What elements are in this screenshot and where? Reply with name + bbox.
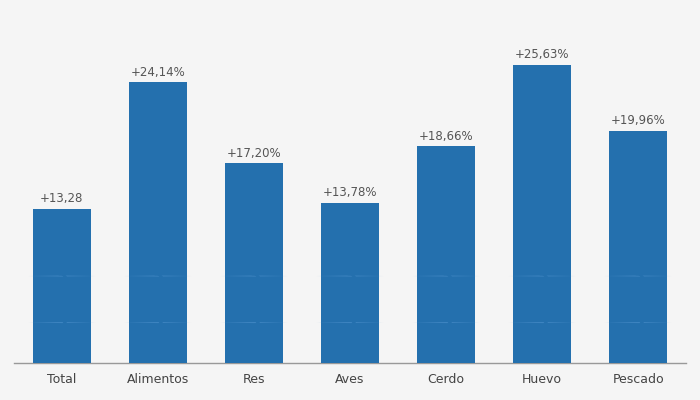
Text: 3: 3: [536, 266, 549, 286]
Text: 3: 3: [55, 313, 69, 332]
Text: 3: 3: [151, 313, 164, 332]
Text: +24,14%: +24,14%: [131, 66, 186, 79]
Text: +17,20%: +17,20%: [227, 146, 281, 160]
Bar: [33, 209, 91, 363]
Text: 3: 3: [536, 313, 549, 332]
Text: 3: 3: [440, 313, 453, 332]
Bar: [225, 163, 283, 363]
Polygon shape: [220, 322, 288, 323]
Bar: [513, 65, 571, 363]
Text: 3: 3: [343, 266, 357, 286]
Bar: [321, 203, 379, 363]
Polygon shape: [605, 322, 671, 323]
Bar: [609, 131, 667, 363]
Text: 3: 3: [151, 266, 164, 286]
Text: +13,28: +13,28: [40, 192, 83, 205]
Text: +13,78%: +13,78%: [323, 186, 377, 199]
Text: 3: 3: [440, 266, 453, 286]
Text: 3: 3: [343, 313, 357, 332]
Polygon shape: [316, 322, 384, 323]
Text: +19,96%: +19,96%: [610, 114, 666, 127]
Polygon shape: [125, 322, 191, 323]
Text: 3: 3: [631, 266, 645, 286]
Polygon shape: [412, 322, 480, 323]
Text: 3: 3: [247, 313, 260, 332]
Bar: [417, 146, 475, 363]
Text: 3: 3: [247, 266, 260, 286]
Text: 3: 3: [55, 266, 69, 286]
Polygon shape: [509, 322, 575, 323]
Text: +25,63%: +25,63%: [514, 48, 569, 61]
Text: +18,66%: +18,66%: [419, 130, 473, 142]
Bar: [129, 82, 187, 363]
Text: 3: 3: [631, 313, 645, 332]
Polygon shape: [29, 322, 95, 323]
